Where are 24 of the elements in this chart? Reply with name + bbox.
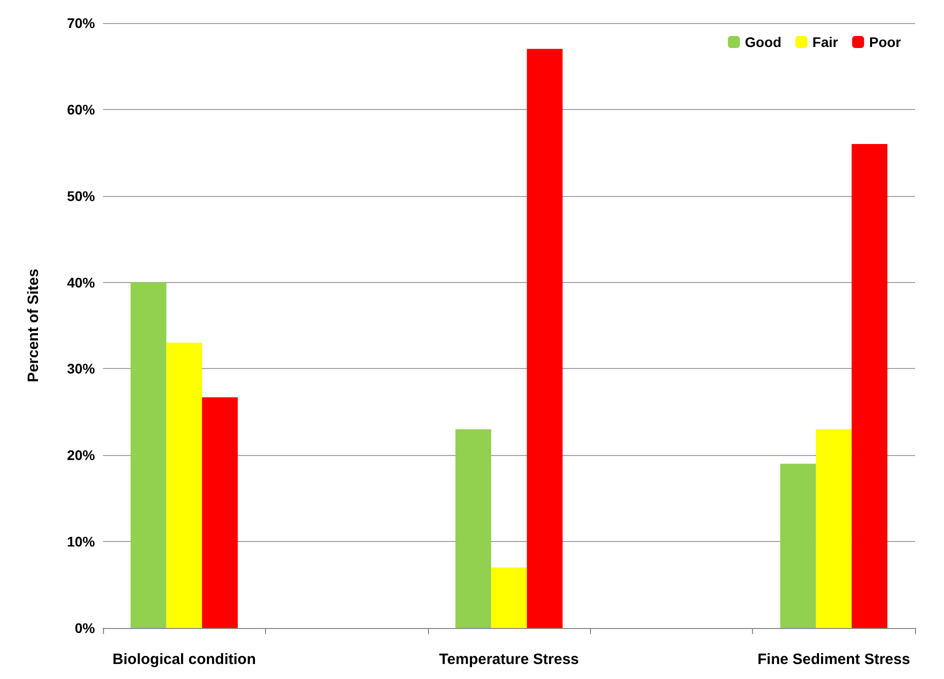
y-axis-title: Percent of Sites	[25, 268, 42, 382]
bar	[780, 464, 816, 628]
bar	[202, 397, 238, 628]
bar	[852, 144, 888, 628]
y-tick-label: 10%	[66, 534, 96, 550]
bar	[526, 48, 563, 628]
y-tick-label: 70%	[66, 15, 96, 31]
bar	[455, 429, 492, 628]
y-tick-label: 0%	[74, 620, 96, 636]
bar	[130, 282, 166, 628]
x-tick-label: Fine Sediment Stress	[758, 651, 910, 668]
legend-label: Good	[744, 34, 782, 50]
x-tick-label: Biological condition	[112, 651, 256, 668]
bar	[816, 429, 852, 628]
y-tick-label: 30%	[66, 360, 96, 377]
y-tick-label: 40%	[66, 274, 96, 290]
y-tick-label: 20%	[66, 447, 96, 464]
legend-label: Poor	[869, 34, 902, 50]
y-tick-label: 50%	[66, 188, 96, 204]
y-tick-label: 60%	[66, 101, 96, 118]
x-tick-label: Temperature Stress	[439, 651, 579, 668]
legend-label: Fair	[812, 34, 839, 50]
bar	[491, 568, 527, 628]
bar	[166, 342, 202, 628]
